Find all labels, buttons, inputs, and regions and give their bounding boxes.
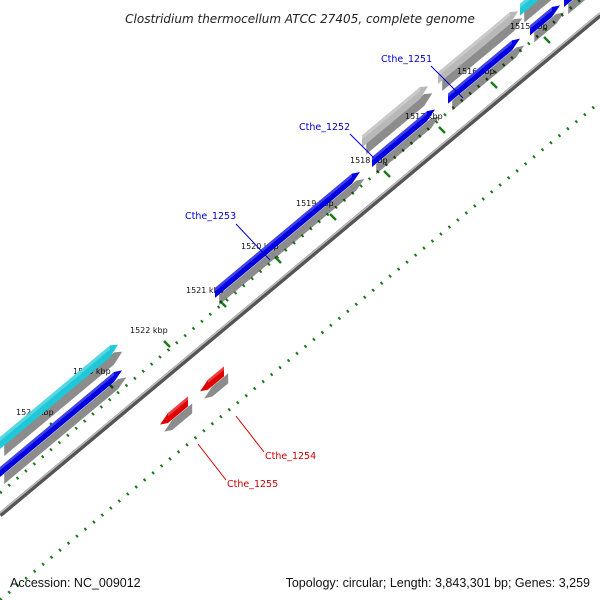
kbp-tick-label: 1522 kbp [130, 326, 168, 335]
accession-text: Accession: NC_009012 [10, 576, 141, 590]
cyan-gene[interactable] [520, 0, 560, 23]
inner-dotted-ruler [0, 100, 600, 600]
kbp-tick-label: 1518 kbp [350, 156, 388, 165]
kbp-tick-mark [438, 126, 446, 134]
kbp-tick-label: 1519 kbp [296, 199, 334, 208]
cthe-1255-gene[interactable] [160, 396, 193, 432]
cthe-1251-cds[interactable] [448, 38, 525, 111]
kbp-tick-mark [329, 213, 337, 221]
cthe-1252-leader-line [349, 133, 375, 159]
genome-backbone [0, 13, 600, 517]
cthe-1255-label[interactable]: Cthe_1255 [227, 479, 278, 490]
kbp-tick-mark [274, 256, 282, 264]
outer-dotted-ruler [0, 0, 583, 495]
cthe-1253-label[interactable]: Cthe_1253 [185, 211, 236, 222]
cthe-1254-gene[interactable] [200, 366, 229, 399]
cthe-1251-leader-line [430, 65, 464, 99]
kbp-tick-label: 1515 kbp [510, 22, 548, 31]
cthe-1254-leader-line [235, 415, 265, 453]
cthe-1253-leader-line [235, 223, 271, 261]
cthe-1251-label[interactable]: Cthe_1251 [381, 54, 432, 65]
forward-cds-gene[interactable] [564, 0, 600, 14]
genome-title: Clostridium thermocellum ATCC 27405, com… [125, 12, 475, 26]
cthe-1252-cds[interactable] [372, 109, 440, 175]
forward-cds-gene[interactable] [0, 370, 127, 484]
kbp-tick-mark [219, 300, 227, 308]
cthe-1253-gene[interactable] [215, 172, 365, 305]
cthe-1254-label[interactable]: Cthe_1254 [265, 451, 316, 462]
kbp-tick-mark [490, 81, 498, 89]
cthe-1252-label[interactable]: Cthe_1252 [299, 122, 350, 133]
cyan-gene[interactable] [0, 344, 123, 456]
cthe-1252-gene[interactable] [362, 86, 433, 155]
cthe-1255-leader-line [197, 443, 227, 481]
cthe-1251-gene[interactable] [438, 11, 523, 91]
kbp-tick-mark [163, 340, 171, 348]
genome-backbone-highlight [0, 12, 600, 514]
topology-text: Topology: circular; Length: 3,843,301 bp… [285, 576, 590, 590]
kbp-tick-label: 1521 kbp [186, 286, 224, 295]
kbp-tick-mark [383, 170, 391, 178]
kbp-tick-mark [543, 36, 551, 44]
forward-cds-gene[interactable] [530, 5, 565, 43]
kbp-tick-label: 1520 kbp [241, 242, 279, 251]
